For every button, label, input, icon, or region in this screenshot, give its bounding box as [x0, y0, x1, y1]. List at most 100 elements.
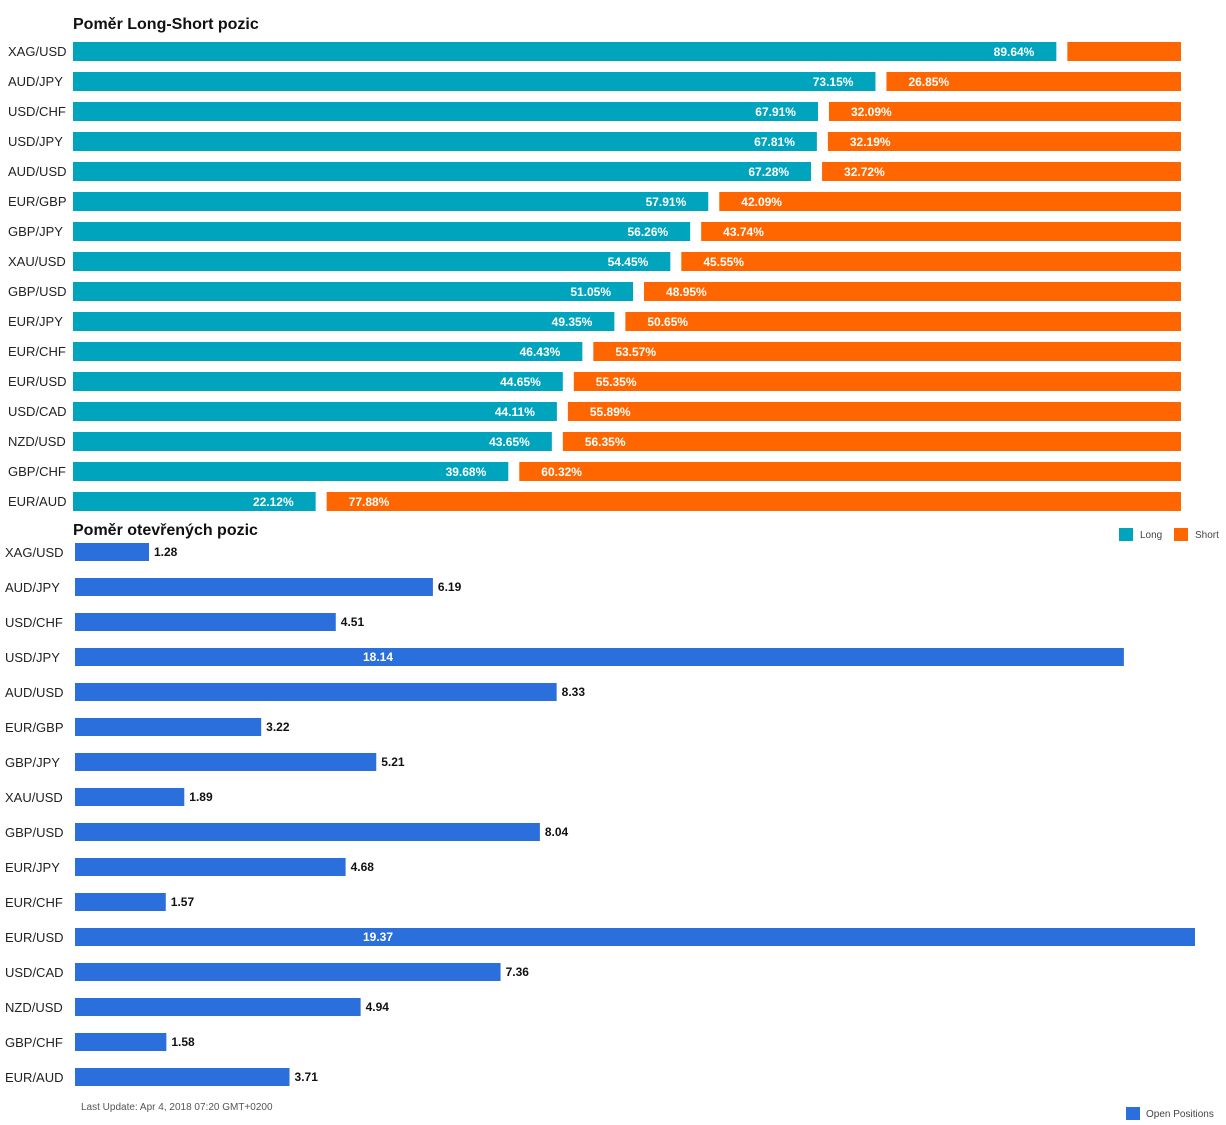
chart2-value-label: 8.33: [562, 685, 586, 699]
chart1-long-bar: [73, 102, 818, 121]
chart1-short-value-label: 53.57%: [615, 345, 656, 359]
chart1-short-bar: [519, 462, 1181, 481]
chart1-short-value-label: 55.89%: [590, 405, 631, 419]
chart2-legend: Open Positions: [1126, 1107, 1214, 1120]
chart2-value-label: 1.28: [154, 545, 178, 559]
chart2-value-label: 7.36: [506, 965, 530, 979]
chart2-category-label: EUR/JPY: [5, 860, 60, 875]
last-update-text: Last Update: Apr 4, 2018 07:20 GMT+0200: [81, 1102, 273, 1113]
legend-long-swatch: [1119, 528, 1133, 541]
chart1-short-bar: [562, 432, 1181, 451]
chart2-value-label: 1.58: [171, 1035, 195, 1049]
chart1-category-label: GBP/CHF: [8, 464, 66, 479]
chart1-long-bar: [73, 132, 817, 151]
chart1-long-bar: [73, 162, 812, 181]
chart1-long-bar: [73, 492, 316, 511]
legend-long-label: Long: [1140, 530, 1162, 541]
chart2-value-label: 6.19: [438, 580, 462, 594]
chart1-category-label: EUR/JPY: [8, 314, 63, 329]
chart1-category-label: EUR/CHF: [8, 344, 66, 359]
chart2-category-label: USD/JPY: [5, 650, 60, 665]
chart2-category-label: XAU/USD: [5, 790, 63, 805]
chart2-value-label: 19.37: [363, 930, 393, 944]
chart2-category-label: GBP/JPY: [5, 755, 60, 770]
chart1-long-value-label: 44.11%: [495, 405, 535, 419]
chart1-long-value-label: 54.45%: [608, 255, 649, 269]
chart1-long-value-label: 43.65%: [489, 435, 530, 449]
chart1-long-bar: [73, 252, 671, 271]
chart2-value-label: 1.57: [171, 895, 195, 909]
chart2-category-label: EUR/CHF: [5, 895, 63, 910]
chart1-category-label: NZD/USD: [8, 434, 66, 449]
chart1-short-bar: [644, 282, 1181, 301]
chart1-short-value-label: 50.65%: [647, 315, 688, 329]
chart2-open-positions-bar: [75, 753, 377, 771]
chart1-long-value-label: 67.91%: [755, 105, 796, 119]
chart1-long-value-label: 22.12%: [253, 495, 294, 509]
chart1-short-bar: [827, 132, 1181, 151]
chart1-long-value-label: 67.81%: [754, 135, 795, 149]
chart1-long-bar: [73, 462, 509, 481]
chart2-open-positions-bar: [75, 823, 540, 841]
chart1-long-bar: [73, 282, 634, 301]
chart2-open-positions-bar: [75, 1033, 167, 1051]
chart1-short-value-label: 32.19%: [850, 135, 891, 149]
chart1-short-value-label: 26.85%: [908, 75, 949, 89]
chart2-open-positions-bar: [75, 683, 557, 701]
chart1-category-label: EUR/GBP: [8, 194, 67, 209]
chart1-short-bar: [822, 162, 1181, 181]
chart1-short-bar: [625, 312, 1181, 331]
chart2-category-label: USD/CHF: [5, 615, 63, 630]
chart1-short-bar: [593, 342, 1181, 361]
chart2-open-positions-bar: [75, 578, 433, 596]
chart2-bars: XAG/USD 1.28 AUD/JPY 6.19 USD/CHF 4.51 USD/JPY…: [5, 543, 1195, 1086]
chart1-short-value-label: 43.74%: [723, 225, 764, 239]
chart2-value-label: 18.14: [363, 650, 393, 664]
chart1-category-label: GBP/USD: [8, 284, 67, 299]
chart1-short-bar: [828, 102, 1181, 121]
chart1-short-value-label: 56.35%: [585, 435, 626, 449]
chart1-category-label: EUR/USD: [8, 374, 67, 389]
chart1-category-label: XAG/USD: [8, 44, 67, 59]
chart1-short-value-label: 55.35%: [596, 375, 637, 389]
chart2-category-label: EUR/GBP: [5, 720, 64, 735]
chart2-value-label: 3.22: [266, 720, 290, 734]
chart2-open-positions-bar: [75, 1068, 290, 1086]
chart1-short-value-label: 48.95%: [666, 285, 707, 299]
chart2-open-positions-bar: [75, 613, 336, 631]
chart1-long-bar: [73, 342, 583, 361]
chart2-open-positions-bar: [75, 963, 501, 981]
chart2-open-positions-bar: [75, 788, 185, 806]
legend-short-swatch: [1174, 528, 1188, 541]
chart2-category-label: GBP/USD: [5, 825, 64, 840]
chart2-open-positions-bar: [75, 648, 1124, 666]
chart2-open-positions-bar: [75, 543, 150, 561]
chart2-open-positions-bar: [75, 893, 166, 911]
chart2-value-label: 1.89: [189, 790, 213, 804]
chart1-long-bar: [73, 42, 1057, 61]
chart2-category-label: EUR/AUD: [5, 1070, 64, 1085]
chart1-long-value-label: 51.05%: [570, 285, 611, 299]
chart1-category-label: AUD/JPY: [8, 74, 63, 89]
legend-open-positions-label: Open Positions: [1146, 1109, 1214, 1120]
chart1-long-bar: [73, 372, 563, 391]
chart1-short-value-label: 60.32%: [541, 465, 582, 479]
chart1-short-value-label: 42.09%: [741, 195, 782, 209]
chart1-category-label: USD/JPY: [8, 134, 63, 149]
chart2-open-positions-bar: [75, 998, 361, 1016]
chart1-title: Poměr Long-Short pozic: [73, 16, 259, 33]
chart1-bars: XAG/USD 89.64% AUD/JPY 73.15% 26.85% USD/CHF 6…: [8, 42, 1182, 511]
chart1-category-label: GBP/JPY: [8, 224, 63, 239]
chart1-short-value-label: 32.09%: [851, 105, 892, 119]
chart2-category-label: GBP/CHF: [5, 1035, 63, 1050]
chart2-title: Poměr otevřených pozic: [73, 522, 258, 539]
chart1-short-bar: [719, 192, 1181, 211]
chart1-short-bar: [567, 402, 1181, 421]
chart2-category-label: AUD/USD: [5, 685, 64, 700]
chart1-long-value-label: 46.43%: [520, 345, 561, 359]
chart2-category-label: AUD/JPY: [5, 580, 60, 595]
chart2-category-label: EUR/USD: [5, 930, 64, 945]
chart1-long-bar: [73, 192, 709, 211]
chart1-short-value-label: 77.88%: [349, 495, 390, 509]
